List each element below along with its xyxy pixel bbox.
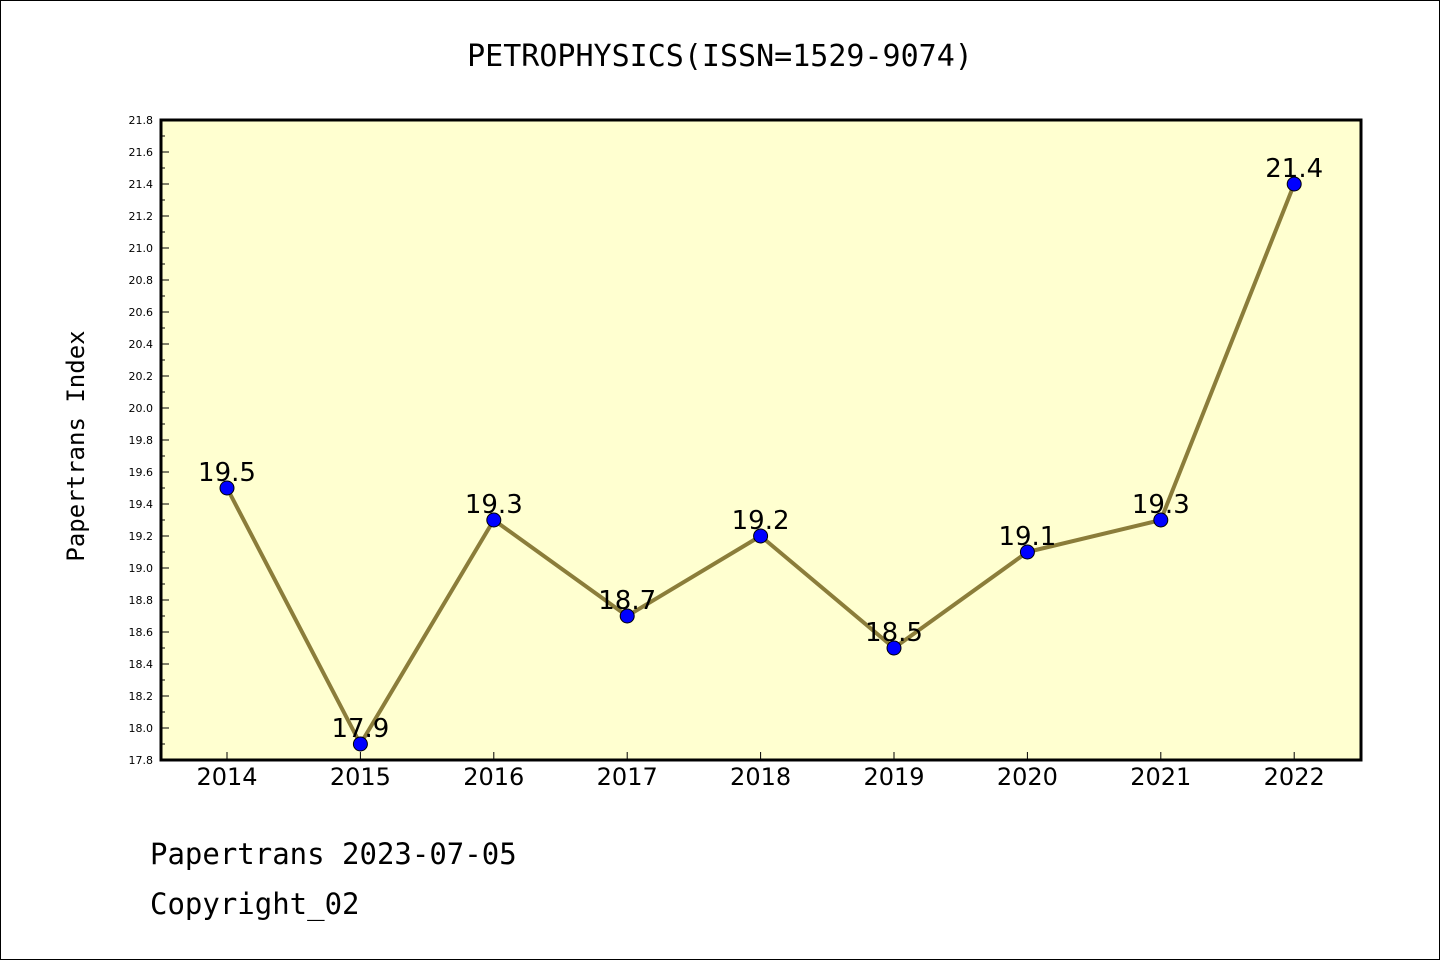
y-tick-label: 20.6 <box>129 306 154 319</box>
data-point <box>219 480 235 496</box>
data-point <box>886 640 902 656</box>
x-tick-label: 2018 <box>730 763 791 791</box>
data-label: 19.1 <box>998 522 1056 552</box>
data-label: 18.7 <box>598 586 656 616</box>
y-tick-label: 20.2 <box>129 370 154 383</box>
y-tick-label: 21.4 <box>129 178 154 191</box>
y-tick-label: 19.4 <box>129 498 154 511</box>
y-tick-label: 21.0 <box>129 242 154 255</box>
data-point <box>753 528 769 544</box>
y-tick-label: 18.0 <box>129 722 154 735</box>
footer-date: Papertrans 2023-07-05 <box>150 837 517 871</box>
y-tick-label: 21.6 <box>129 146 154 159</box>
data-point <box>1286 176 1302 192</box>
chart-title: PETROPHYSICS(ISSN=1529-9074) <box>467 39 973 74</box>
x-tick-label: 2017 <box>597 763 658 791</box>
data-point <box>352 736 368 752</box>
y-tick-label: 18.8 <box>129 594 154 607</box>
y-tick-label: 21.2 <box>129 210 154 223</box>
data-label: 19.3 <box>1132 490 1190 520</box>
data-label: 21.4 <box>1265 154 1323 184</box>
y-tick-label: 20.8 <box>129 274 154 287</box>
x-tick-label: 2021 <box>1130 763 1191 791</box>
x-tick-label: 2015 <box>330 763 391 791</box>
plot-area <box>161 120 1361 760</box>
y-tick-label: 18.6 <box>129 626 154 639</box>
x-tick-label: 2019 <box>863 763 924 791</box>
data-markers <box>219 176 1302 752</box>
data-label: 19.3 <box>465 490 523 520</box>
x-axis: 2014 2015 2016 2017 2018 2019 2020 2021 2022 <box>196 752 1325 791</box>
y-tick-label: 19.2 <box>129 530 154 543</box>
y-tick-label: 20.4 <box>129 338 154 351</box>
data-label: 19.2 <box>732 506 790 536</box>
x-tick-label: 2020 <box>997 763 1058 791</box>
data-label: 18.5 <box>865 618 923 648</box>
y-tick-label: 17.8 <box>129 754 154 767</box>
data-point <box>486 512 502 528</box>
data-point <box>619 608 635 624</box>
plot-border <box>159 118 1363 762</box>
data-label: 17.9 <box>331 714 389 744</box>
data-labels: 19.5 17.9 19.3 18.7 19.2 18.5 19.1 19.3 21.4 <box>198 154 1323 744</box>
y-axis-label: Papertrans Index <box>62 330 90 561</box>
y-tick-label: 18.2 <box>129 690 154 703</box>
y-tick-label: 18.4 <box>129 658 154 671</box>
y-tick-label: 19.8 <box>129 434 154 447</box>
data-label: 19.5 <box>198 458 256 488</box>
data-point <box>1153 512 1169 528</box>
x-tick-label: 2022 <box>1264 763 1325 791</box>
x-tick-label: 2016 <box>463 763 524 791</box>
y-tick-label: 19.6 <box>129 466 154 479</box>
data-point <box>1019 544 1035 560</box>
x-tick-label: 2014 <box>196 763 257 791</box>
y-tick-label: 19.0 <box>129 562 154 575</box>
footer-copyright: Copyright_02 <box>150 887 360 922</box>
y-tick-label: 20.0 <box>129 402 154 415</box>
y-tick-label: 21.8 <box>129 114 154 127</box>
